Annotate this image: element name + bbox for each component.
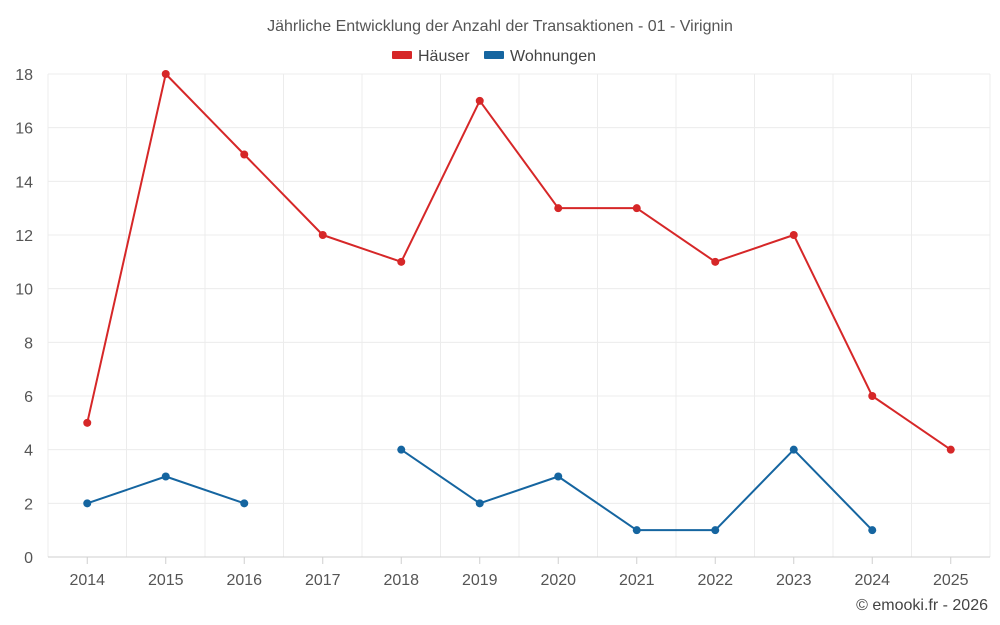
x-tick-label: 2017 [305,572,341,589]
axes: 0 2 4 6 8 10 12 14 16 18 2014 2015 2016 2017 2018 2019 2… [15,67,990,589]
y-tick-label: 12 [15,228,33,245]
data-point[interactable] [475,499,484,508]
y-tick-label: 2 [24,496,33,513]
data-point[interactable] [632,204,641,213]
data-point[interactable] [711,257,720,266]
legend-label-wohnungen: Wohnungen [510,48,596,65]
data-point[interactable] [632,526,641,535]
data-point[interactable] [711,526,720,535]
y-tick-label: 14 [15,174,33,191]
y-tick-label: 16 [15,121,33,138]
data-point[interactable] [475,96,484,105]
x-tick-label: 2022 [697,572,733,589]
legend-swatch-haeuser [392,51,412,59]
y-tick-label: 4 [24,443,33,460]
legend-swatch-wohnungen [484,51,504,59]
y-tick-label: 10 [15,282,33,299]
data-point[interactable] [240,499,249,508]
series-line [400,448,873,532]
series-0 [83,70,955,454]
x-tick-label: 2015 [148,572,184,589]
data-point[interactable] [946,445,955,454]
x-tick-label: 2014 [69,572,105,589]
data-point[interactable] [397,257,406,266]
data-point[interactable] [240,150,249,159]
series-1 [83,445,877,535]
x-tick-label: 2023 [776,572,812,589]
data-point[interactable] [397,445,406,454]
x-tick-label: 2025 [933,572,969,589]
data-point[interactable] [868,392,877,400]
series-line [86,73,952,451]
data-point[interactable] [554,472,563,481]
legend-label-haeuser: Häuser [418,48,470,65]
x-tick-label: 2024 [854,572,890,589]
x-tick-label: 2018 [383,572,419,589]
x-tick-label: 2019 [462,572,498,589]
y-tick-label: 0 [24,550,33,567]
y-tick-label: 6 [24,389,33,406]
y-tick-label: 18 [15,67,33,84]
grid [47,73,991,557]
chart-title: Jährliche Entwicklung der Anzahl der Tra… [267,18,733,35]
credit-text: © emooki.fr - 2026 [856,597,988,614]
data-point[interactable] [554,204,563,213]
series-line [86,475,245,505]
data-point[interactable] [318,231,327,239]
data-point[interactable] [789,231,798,239]
x-tick-label: 2021 [619,572,655,589]
data-point[interactable] [868,526,877,535]
data-point[interactable] [161,70,170,78]
legend: Häuser Wohnungen [392,48,596,65]
data-point[interactable] [161,472,170,481]
data-point[interactable] [83,499,92,508]
y-tick-label: 8 [24,335,33,352]
x-tick-label: 2020 [540,572,576,589]
series [83,70,955,535]
data-point[interactable] [83,418,92,427]
data-point[interactable] [789,445,798,454]
x-tick-label: 2016 [226,572,262,589]
